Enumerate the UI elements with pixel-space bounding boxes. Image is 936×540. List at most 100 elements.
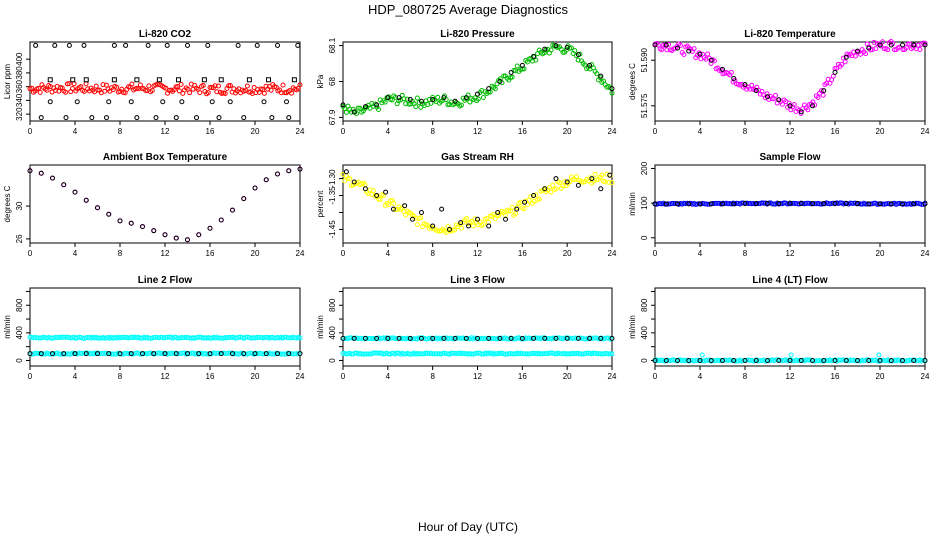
data-point: [810, 200, 815, 206]
data-point: [531, 53, 537, 59]
data-point: [163, 85, 169, 91]
data-point: [691, 46, 697, 52]
data-point: [514, 63, 520, 69]
data-point: [248, 335, 254, 341]
data-point: [163, 334, 169, 340]
data-point: [114, 84, 120, 90]
data-point: [832, 357, 838, 363]
data-point: [246, 77, 252, 83]
data-point: [587, 335, 593, 341]
series-3: [27, 351, 303, 357]
data-point: [486, 335, 492, 341]
x-tick-label: 12: [473, 372, 482, 381]
data-point: [911, 42, 917, 48]
data-point: [396, 335, 402, 341]
figure-title: HDP_080725 Average Diagnostics: [368, 2, 568, 17]
data-point: [297, 351, 303, 357]
data-point: [810, 357, 815, 363]
data-point: [475, 335, 480, 341]
data-point: [753, 357, 759, 363]
x-tick-label: 4: [386, 249, 391, 258]
data-point: [911, 357, 917, 363]
data-point: [902, 358, 908, 364]
x-tick-label: 8: [743, 372, 748, 381]
data-point: [63, 89, 69, 95]
data-point: [805, 357, 811, 363]
data-point: [594, 71, 600, 77]
data-point: [207, 351, 213, 357]
data-point: [485, 89, 491, 95]
panel-title: Line 2 Flow: [138, 275, 193, 286]
data-point: [595, 351, 601, 357]
data-point: [609, 351, 615, 357]
data-point: [401, 96, 407, 102]
data-point: [386, 351, 392, 357]
data-point: [531, 335, 537, 341]
data-point: [509, 351, 515, 357]
data-point: [284, 99, 289, 105]
data-point: [458, 225, 464, 231]
data-point: [218, 77, 224, 83]
data-point: [418, 209, 424, 215]
data-point: [598, 186, 604, 192]
x-tick-label: 4: [73, 127, 78, 136]
data-point: [117, 351, 123, 357]
data-point: [553, 43, 559, 49]
data-point: [196, 351, 202, 357]
data-point: [703, 201, 709, 207]
panel-title: Gas Stream RH: [441, 152, 514, 163]
data-point: [35, 85, 41, 91]
data-point: [286, 168, 292, 174]
data-point: [664, 47, 670, 53]
data-point: [655, 201, 661, 207]
data-point: [104, 115, 109, 121]
x-tick-label: 20: [876, 372, 885, 381]
data-point: [720, 201, 725, 207]
data-point: [81, 88, 87, 94]
data-point: [297, 166, 303, 172]
data-point: [362, 186, 368, 192]
data-point: [342, 178, 348, 184]
data-point: [542, 186, 548, 192]
data-point: [27, 351, 33, 357]
data-point: [463, 335, 469, 341]
panel-2: Li-820 Pressure 0 4 8 12 16 20 24 67.9 68 68.1 kPa: [316, 29, 617, 136]
data-point: [842, 59, 848, 65]
series-2: [652, 200, 928, 207]
x-tick-label: 8: [743, 127, 748, 136]
data-point: [786, 100, 792, 106]
data-point: [111, 77, 117, 83]
y-tick-label: 67.9: [328, 109, 337, 125]
data-point: [297, 335, 303, 341]
y-tick-label: 30: [15, 201, 24, 210]
data-point: [372, 350, 378, 356]
data-point: [226, 334, 232, 340]
x-tick-label: 12: [161, 372, 170, 381]
data-point: [686, 357, 692, 363]
x-axis-label: Hour of Day (UTC): [418, 520, 518, 534]
data-point: [475, 216, 480, 222]
data-point: [452, 227, 458, 233]
data-point: [252, 351, 258, 357]
y-tick-label: 51.575: [640, 93, 649, 118]
x-tick-label: 16: [518, 372, 527, 381]
x-tick-label: 4: [73, 372, 78, 381]
data-point: [44, 87, 50, 93]
data-point: [466, 223, 472, 229]
data-point: [362, 335, 368, 341]
data-point: [722, 357, 728, 363]
data-point: [567, 335, 573, 341]
data-point: [776, 97, 782, 103]
data-point: [787, 200, 793, 206]
data-point: [531, 351, 537, 357]
data-point: [72, 351, 78, 357]
series-1: [27, 334, 303, 341]
y-axis-label: Licor ppm: [3, 64, 12, 99]
x-tick-label: 20: [876, 249, 885, 258]
data-point: [798, 109, 804, 115]
data-point: [917, 46, 923, 52]
data-point: [495, 209, 501, 215]
data-point: [475, 96, 481, 102]
data-point: [374, 335, 380, 341]
